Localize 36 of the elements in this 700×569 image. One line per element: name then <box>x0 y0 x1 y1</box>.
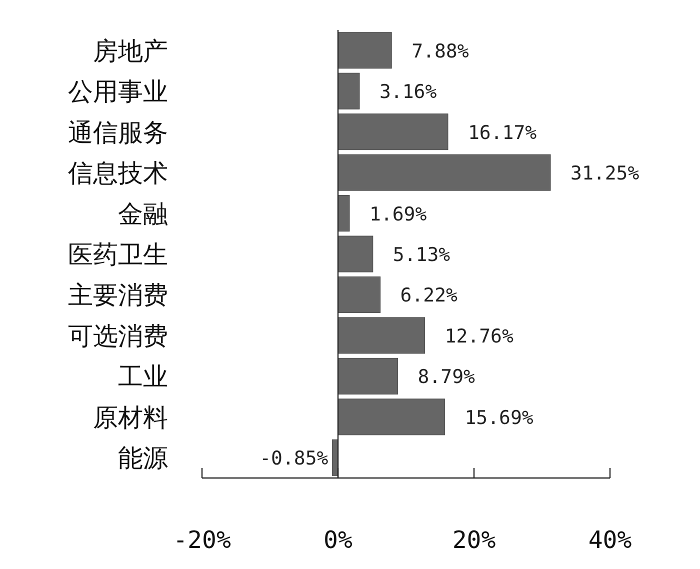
bar <box>338 195 350 232</box>
y-tick-label: 可选消费 <box>68 321 168 350</box>
y-tick-label: 工业 <box>118 362 168 392</box>
y-tick-label: 信息技术 <box>68 158 168 188</box>
bar <box>338 114 448 150</box>
bar <box>338 236 374 272</box>
x-tick-label: 20% <box>452 526 496 554</box>
data-label: 3.16% <box>379 81 438 104</box>
y-tick-label: 通信服务 <box>68 118 168 147</box>
bar <box>338 72 360 110</box>
data-label: 7.88% <box>412 40 470 62</box>
bar <box>338 317 426 354</box>
bar <box>338 398 445 436</box>
data-label: 1.69% <box>369 203 428 226</box>
bar <box>338 276 381 313</box>
bar <box>338 358 398 394</box>
bar <box>338 32 392 69</box>
y-tick-label: 房地产 <box>93 36 168 66</box>
x-tick-label: 0% <box>324 526 353 554</box>
data-label: -0.85% <box>260 448 329 470</box>
y-tick-label: 能源 <box>118 444 168 473</box>
data-label: 16.17% <box>468 122 538 144</box>
y-tick-label: 原材料 <box>93 402 168 432</box>
y-tick-label: 公用事业 <box>68 77 168 106</box>
y-tick-label: 主要消费 <box>68 280 168 310</box>
data-label: 6.22% <box>400 284 458 307</box>
y-tick-label: 医药卫生 <box>68 240 168 269</box>
bar <box>338 154 551 191</box>
data-label: 12.76% <box>444 325 514 348</box>
x-tick-label: -20% <box>173 526 232 554</box>
data-label: 8.79% <box>418 366 476 388</box>
data-label: 15.69% <box>464 406 534 429</box>
x-tick-label: 40% <box>588 526 632 554</box>
data-label: 31.25% <box>570 162 640 185</box>
data-label: 5.13% <box>392 244 451 266</box>
y-tick-label: 金融 <box>118 199 168 228</box>
